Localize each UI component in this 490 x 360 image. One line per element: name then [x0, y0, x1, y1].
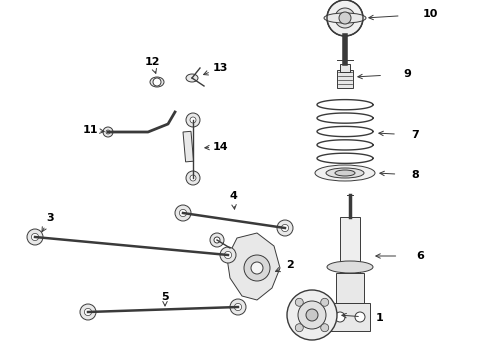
Circle shape	[190, 117, 196, 123]
Circle shape	[277, 220, 293, 236]
Ellipse shape	[150, 77, 164, 87]
Circle shape	[298, 301, 326, 329]
Circle shape	[153, 78, 161, 86]
Circle shape	[281, 224, 289, 231]
Text: 2: 2	[286, 260, 294, 270]
Text: 1: 1	[376, 313, 384, 323]
Text: 5: 5	[161, 292, 169, 302]
Ellipse shape	[324, 13, 366, 23]
Text: 11: 11	[82, 125, 98, 135]
Circle shape	[306, 309, 318, 321]
Circle shape	[355, 312, 365, 322]
Text: 12: 12	[144, 57, 160, 67]
Circle shape	[31, 233, 39, 240]
Circle shape	[190, 175, 196, 181]
Ellipse shape	[315, 165, 375, 181]
Circle shape	[224, 251, 232, 258]
Text: 4: 4	[229, 191, 237, 201]
Bar	[183, 131, 194, 162]
Circle shape	[186, 171, 200, 185]
Circle shape	[214, 237, 220, 243]
Circle shape	[295, 298, 303, 306]
Text: 9: 9	[403, 69, 411, 79]
Ellipse shape	[186, 74, 198, 82]
Text: 10: 10	[422, 9, 438, 19]
Circle shape	[220, 247, 236, 263]
Circle shape	[84, 309, 92, 316]
Bar	[337, 70, 353, 88]
Bar	[340, 217, 360, 282]
Circle shape	[106, 130, 110, 134]
Bar	[340, 64, 350, 72]
Bar	[336, 273, 364, 303]
Ellipse shape	[327, 261, 373, 273]
Text: 7: 7	[411, 130, 419, 140]
Circle shape	[80, 304, 96, 320]
Circle shape	[327, 0, 363, 36]
Polygon shape	[227, 233, 280, 300]
Circle shape	[251, 262, 263, 274]
Circle shape	[103, 127, 113, 137]
Circle shape	[186, 113, 200, 127]
Circle shape	[234, 303, 242, 311]
Circle shape	[179, 210, 187, 217]
Text: 3: 3	[46, 213, 54, 223]
Text: 14: 14	[212, 142, 228, 152]
Circle shape	[335, 8, 355, 28]
Ellipse shape	[326, 168, 364, 178]
Circle shape	[341, 14, 349, 22]
Text: 8: 8	[411, 170, 419, 180]
Circle shape	[175, 205, 191, 221]
Text: 13: 13	[212, 63, 228, 73]
Circle shape	[295, 324, 303, 332]
Circle shape	[287, 290, 337, 340]
Ellipse shape	[335, 170, 355, 176]
Circle shape	[335, 312, 345, 322]
Circle shape	[339, 12, 351, 24]
Circle shape	[321, 298, 329, 306]
Circle shape	[230, 299, 246, 315]
Text: 6: 6	[416, 251, 424, 261]
Circle shape	[27, 229, 43, 245]
Circle shape	[210, 233, 224, 247]
Circle shape	[244, 255, 270, 281]
Circle shape	[321, 324, 329, 332]
Bar	[330, 303, 370, 331]
